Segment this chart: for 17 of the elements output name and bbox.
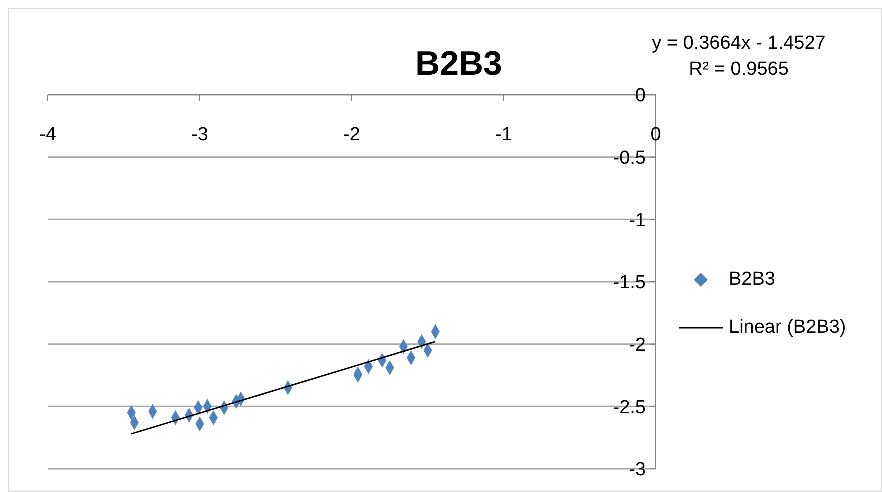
y-tick-label: -2 [629, 335, 646, 356]
text: R² = 0.9565 [688, 58, 790, 82]
legend-label: Linear (B2B3) [729, 317, 846, 339]
legend-label: B2B3 [729, 269, 776, 291]
text: y = 0.3664x - 1.4527 [651, 32, 827, 56]
x-tick-label: -3 [192, 124, 208, 146]
x-tick-label: -1 [496, 124, 512, 146]
y-tick-label: -0.5 [613, 148, 646, 170]
y-tick-label: -1.5 [613, 272, 646, 294]
chart-title: B2B3 [414, 45, 504, 84]
y-tick-label: -3 [629, 460, 646, 481]
y-tick-label: -1 [629, 210, 646, 232]
x-tick-label: -4 [40, 124, 57, 146]
y-tick-label: -2.5 [613, 397, 646, 418]
x-tick-label: 0 [650, 124, 662, 146]
x-tick-label: -2 [344, 124, 360, 146]
y-tick-label: 0 [635, 86, 646, 107]
